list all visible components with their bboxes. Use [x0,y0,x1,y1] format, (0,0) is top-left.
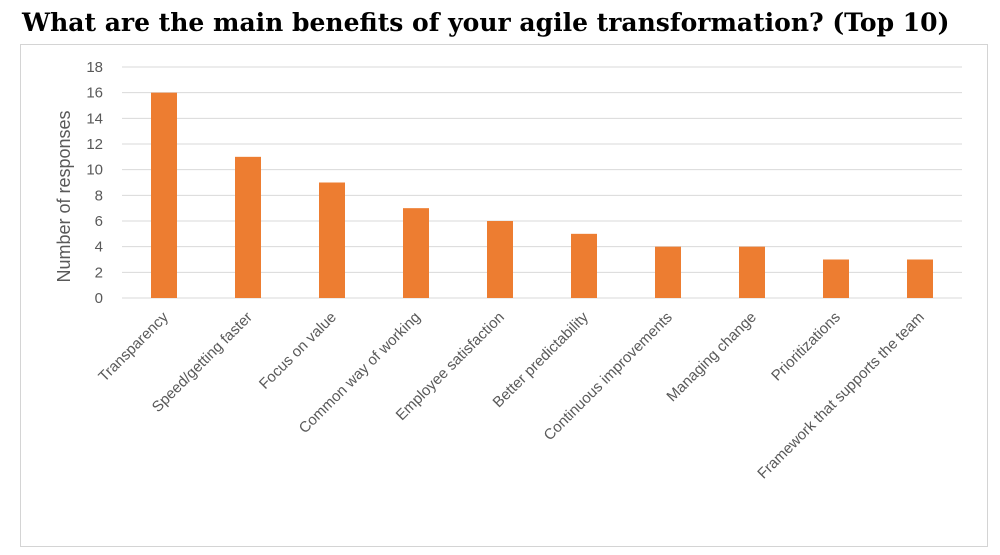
x-category-label: Framework that supports the team [754,309,928,483]
y-tick-label: 4 [95,239,103,256]
y-tick-label: 8 [95,187,103,204]
chart-frame [20,44,988,547]
bar [739,246,765,298]
y-axis-ticks: 0 2 4 6 8 10 12 14 16 18 [86,59,103,307]
bar [235,156,261,298]
y-tick-label: 18 [86,59,103,76]
y-tick-label: 6 [95,213,103,230]
y-axis-title: Number of responses [54,110,74,282]
bar [319,182,345,298]
y-tick-label: 10 [86,162,103,179]
x-category-label: Prioritizations [768,309,844,385]
y-tick-label: 0 [95,290,103,307]
bar [403,208,429,298]
bar [151,92,177,299]
bars [151,92,933,299]
gridlines [122,66,962,299]
y-tick-label: 2 [95,264,103,281]
y-tick-label: 12 [86,136,103,153]
chart-title: What are the main benefits of your agile… [22,8,950,37]
bar [907,259,933,298]
x-category-label: Focus on value [256,309,340,393]
y-tick-label: 16 [86,85,103,102]
x-category-label: Managing change [663,309,759,405]
bar [823,259,849,298]
x-category-label: Transparency [95,308,172,385]
bar [487,221,513,298]
bar [571,233,597,298]
bar [655,246,681,298]
y-tick-label: 14 [86,110,103,127]
